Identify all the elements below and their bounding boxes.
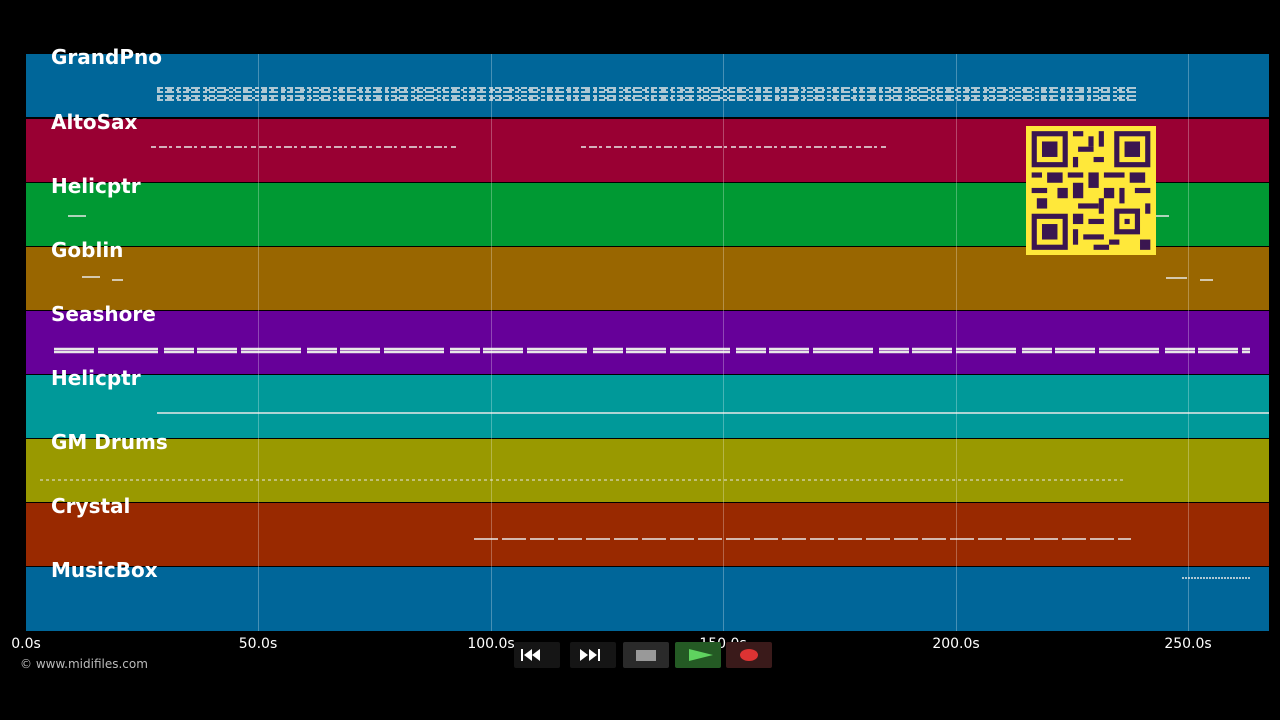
- track-label: MusicBox: [51, 558, 158, 582]
- track-label: Helicptr: [51, 366, 141, 390]
- tick-label: 50.0s: [238, 636, 278, 652]
- grandpno-notes: [157, 87, 1136, 101]
- seashore-notes: [54, 347, 1250, 354]
- record-button[interactable]: [726, 642, 772, 668]
- track-grandpno: GrandPno: [26, 45, 1269, 117]
- fast-forward-icon: [580, 649, 600, 661]
- rewind-icon: [521, 649, 540, 661]
- tick-label: 0.0s: [11, 636, 41, 652]
- track-label: Goblin: [51, 238, 124, 262]
- track-label: AltoSax: [51, 110, 138, 134]
- qr-code-image: [1026, 126, 1156, 255]
- time-axis: 0.0s 50.0s 100.0s 150.0s 200.0s 250.0s: [0, 636, 1280, 658]
- grandpno-notes-accent: [157, 89, 1136, 99]
- track-label: Seashore: [51, 302, 156, 326]
- play-icon: [689, 649, 713, 661]
- transport-controls: [510, 642, 772, 670]
- track-helicptr-2: Helicptr: [26, 366, 1269, 438]
- track-seashore: Seashore: [26, 302, 1269, 374]
- goblin-note: [82, 276, 1213, 281]
- track-musicbox: MusicBox: [26, 558, 1269, 631]
- fast-forward-button[interactable]: [570, 642, 616, 668]
- tick-label: 250.0s: [1164, 636, 1212, 652]
- track-label: GM Drums: [51, 430, 168, 454]
- track-crystal: Crystal: [26, 494, 1269, 566]
- rewind-button[interactable]: [514, 642, 560, 668]
- note-overlay: [40, 87, 1269, 579]
- qr-code-icon: [1026, 126, 1156, 255]
- track-area: GrandPno AltoSax Helicptr Goblin Seashor…: [26, 45, 1269, 631]
- track-label: Crystal: [51, 494, 131, 518]
- track-label: Helicptr: [51, 174, 141, 198]
- tick-label: 100.0s: [467, 636, 515, 652]
- track-label: GrandPno: [51, 45, 162, 69]
- stop-icon: [636, 650, 656, 661]
- play-button[interactable]: [675, 642, 721, 668]
- record-icon: [740, 649, 758, 661]
- track-goblin: Goblin: [26, 238, 1269, 310]
- stop-button[interactable]: [623, 642, 669, 668]
- tick-label: 200.0s: [932, 636, 980, 652]
- copyright-text: © www.midifiles.com: [20, 657, 148, 671]
- track-gm-drums: GM Drums: [26, 430, 1269, 502]
